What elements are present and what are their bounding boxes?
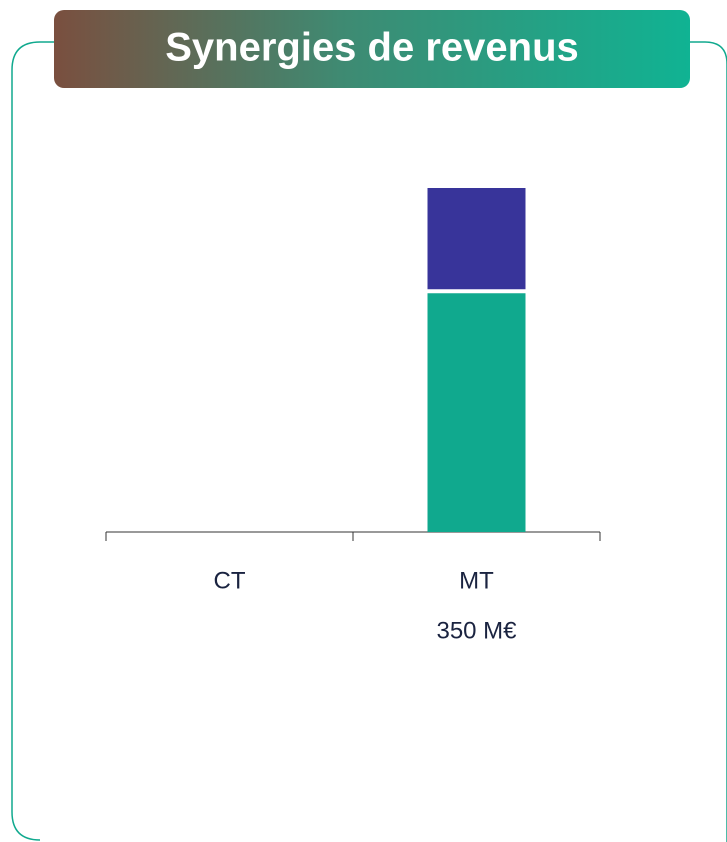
bar-segment: [427, 291, 526, 532]
title-banner: [54, 10, 690, 88]
x-tick-label: MT: [459, 567, 494, 594]
chart-title: Synergies de revenus: [165, 26, 579, 70]
x-tick-label: CT: [214, 567, 246, 594]
total-label: 350 M€: [436, 617, 517, 644]
frame: [11, 41, 727, 842]
bar-segment: [427, 188, 526, 292]
